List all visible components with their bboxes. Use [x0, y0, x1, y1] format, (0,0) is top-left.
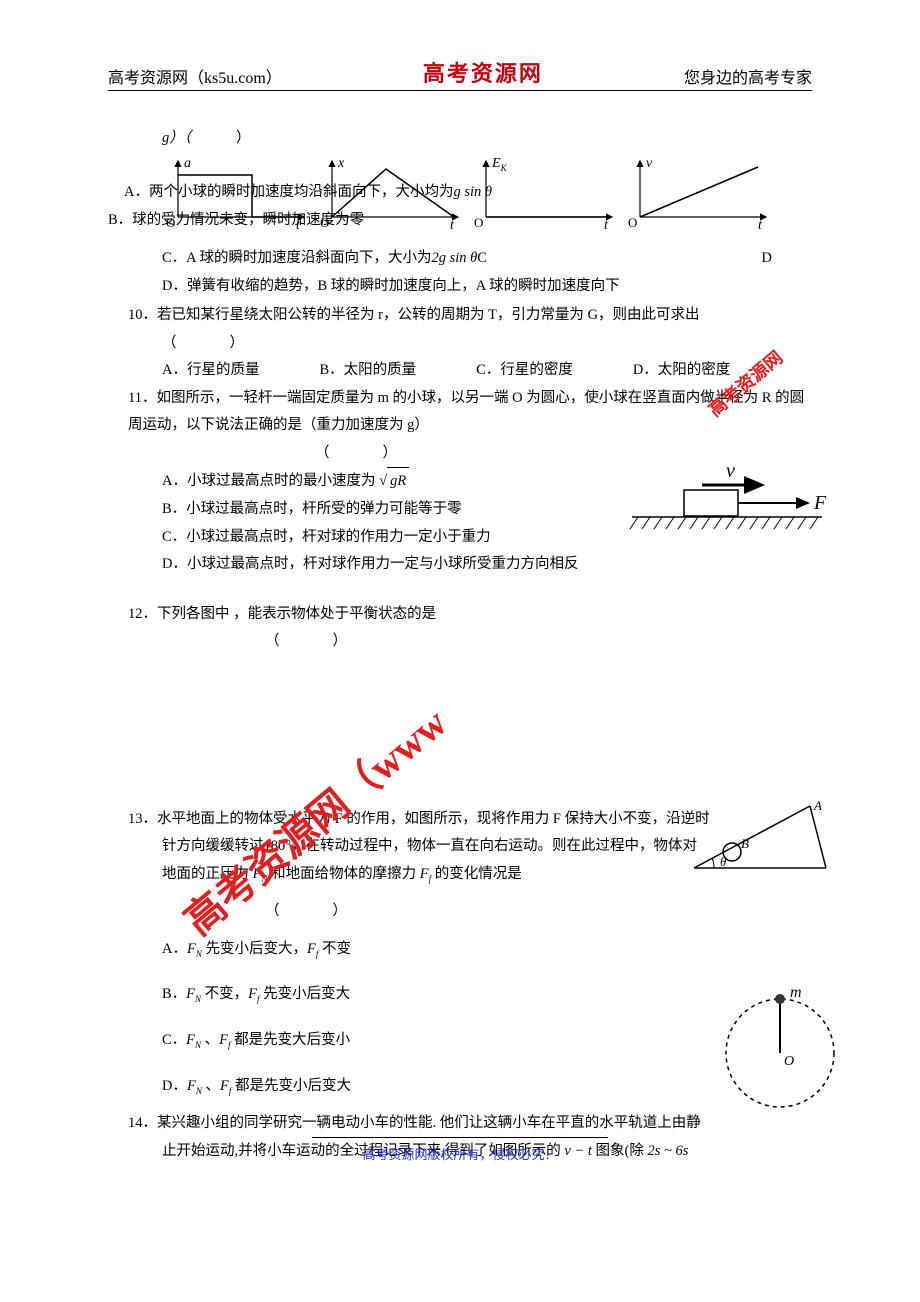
q10-c: C．行星的密度 — [476, 357, 573, 385]
q9-paren — [191, 130, 236, 146]
q13-d: 都是先变小后变大 — [235, 1078, 351, 1094]
q12: 12．下列各图中 ，能表示物体处于平衡状态的是 — [108, 601, 812, 629]
header-left: 高考资源网（ks5u.com） — [108, 64, 282, 88]
q9-opt-d: D．弹簧有收缩的趋势，B 球的瞬时加速度向上，A 球的瞬时加速度向下 — [108, 273, 812, 301]
q13-opt-c: C．FN 、Ff 都是先变大后变小 — [108, 1027, 812, 1055]
q11: 11．如图所示，一轻杆一端固定质量为 m 的小球，以另一端 O 为圆心，使小球在… — [108, 385, 812, 440]
svg-text:t: t — [604, 218, 609, 231]
header-center: 高考资源网 — [423, 56, 543, 88]
q12-num: 12． — [128, 606, 157, 622]
q12-text: 下列各图中 ，能表示物体处于平衡状态的是 — [157, 606, 436, 622]
svg-text:t: t — [758, 218, 763, 231]
q11-v-label: v — [726, 460, 735, 482]
q13-opt-b: B．FN 不变，Ff 先变小后变大 — [108, 981, 812, 1009]
q10-a: A．行星的质量 — [162, 357, 259, 385]
svg-text:EK: EK — [491, 156, 508, 173]
q13-c: 都是先变大后变小 — [234, 1032, 350, 1048]
q9-prefix: g）（ — [162, 130, 191, 146]
q9-a-text: 两个小球的瞬时加速度均沿斜面向下，大小均为 — [149, 184, 454, 200]
svg-text:v: v — [646, 156, 653, 171]
graph-d: v O t — [624, 155, 772, 242]
q9-c-text: A 球的瞬时加速度沿斜面向下，大小为 — [186, 250, 431, 266]
q14-l1: 某兴趣小组的同学研究一辆电动小车的性能. 他们让这辆小车在平直的水平轨道上由静 — [157, 1115, 701, 1131]
q10: 10．若已知某行星绕太阳公转的半径为 r，公转的周期为 T，引力常量为 G，则由… — [108, 302, 812, 330]
q11-diagram: v F — [622, 457, 832, 558]
svg-text:θ: θ — [720, 854, 727, 869]
q10-num: 10． — [128, 307, 157, 323]
q13-a2: 不变 — [322, 941, 351, 957]
q10-b: B．太阳的质量 — [319, 357, 416, 385]
q13-b1: 不变， — [205, 986, 249, 1002]
q9-c-math: 2g sin θ — [431, 250, 477, 266]
q9-fragment: g）（ ） — [108, 125, 812, 153]
q9-opt-b: B．球的受力情况未变，瞬时加速度为零 — [108, 207, 364, 235]
q13-b2: 先变小后变大 — [263, 986, 350, 1002]
page-header: 高考资源网（ks5u.com） 高考资源网 您身边的高考专家 — [108, 56, 812, 91]
q13-opt-a: A．FN 先变小后变大，Ff 不变 — [108, 936, 812, 964]
q14: 14．某兴趣小组的同学研究一辆电动小车的性能. 他们让这辆小车在平直的水平轨道上… — [108, 1110, 812, 1138]
svg-text:m: m — [790, 984, 802, 1001]
svg-text:O: O — [628, 215, 637, 230]
q9-opt-c: C．A 球的瞬时加速度沿斜面向下，大小为2g sin θC D — [108, 245, 812, 273]
svg-text:x: x — [337, 156, 345, 171]
q13: 13．水平地面上的物体受水平力 F 的作用，如图所示，现将作用力 F 保持大小不… — [108, 806, 812, 834]
svg-text:a: a — [184, 156, 191, 171]
graph-label-d: D — [762, 245, 772, 273]
q10-d: D．太阳的密度 — [633, 357, 730, 385]
svg-text:B: B — [741, 836, 749, 851]
q9-suffix: ） — [236, 130, 251, 146]
q13-l3-post: 的变化情况是 — [435, 866, 522, 882]
q13-opt-d: D．FN 、Ff 都是先变小后变大 — [108, 1073, 812, 1101]
q9-b-text: 球的受力情况未变，瞬时加速度为零 — [132, 212, 364, 228]
q13-paren: （ ） — [108, 898, 812, 926]
footer-text: 高考资源网版权所有，侵权必究！ — [362, 1147, 557, 1162]
q13-num: 13． — [128, 811, 157, 827]
q13-l3-pre: 地面的正压力 — [162, 866, 249, 882]
q11-text: 如图所示，一轻杆一端固定质量为 m 的小球，以另一端 O 为圆心，使小球在竖直面… — [128, 390, 804, 434]
q14-num: 14． — [128, 1115, 157, 1131]
q14-diagram: m O — [710, 981, 850, 1122]
footer-rule — [312, 1137, 608, 1138]
q13-l2-pre: 针方向缓缓转过 — [162, 838, 264, 854]
q11-a-pre: A．小球过最高点时的最小速度为 — [162, 473, 375, 489]
q13-a1: 先变小后变大， — [205, 941, 307, 957]
q11-a-math: gR — [387, 467, 409, 496]
q10-paren: （ ） — [108, 330, 812, 358]
q13-angle: 180° — [264, 838, 292, 854]
q9-opt-a: A．两个小球的瞬时加速度均沿斜面向下，大小均为g sin θ — [124, 179, 492, 207]
q10-text: 若已知某行星绕太阳公转的半径为 r，公转的周期为 T，引力常量为 G，则由此可求… — [157, 307, 700, 323]
q11-f-label: F — [813, 492, 827, 514]
page-footer: 高考资源网版权所有，侵权必究！ — [0, 1137, 920, 1163]
q9-d-text: 弹簧有收缩的趋势，B 球的瞬时加速度向上，A 球的瞬时加速度向下 — [187, 278, 620, 294]
q9-a-math: g sin θ — [453, 184, 492, 200]
q13-l3-mid: 和地面给物体的摩擦力 — [271, 866, 416, 882]
q13-l2-post: ，在转动过程中，物体一直在向右运动。则在此过程中，物体对 — [291, 838, 697, 854]
svg-text:O: O — [474, 215, 483, 230]
q10-options: A．行星的质量 B．太阳的质量 C．行星的密度 D．太阳的密度 — [108, 357, 812, 385]
svg-text:t: t — [450, 218, 455, 231]
svg-text:O: O — [784, 1054, 794, 1069]
q13-l1: 水平地面上的物体受水平力 F 的作用，如图所示，现将作用力 F 保持大小不变，沿… — [157, 811, 710, 827]
q11-num: 11． — [128, 390, 156, 406]
graph-c: EK O t — [470, 155, 618, 242]
header-right: 您身边的高考专家 — [684, 64, 812, 88]
q12-paren: （ ） — [108, 628, 812, 656]
svg-text:A: A — [813, 798, 822, 813]
